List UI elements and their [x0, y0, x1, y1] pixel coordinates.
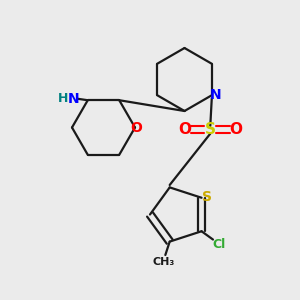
Text: CH₃: CH₃	[152, 257, 175, 267]
Text: S: S	[202, 190, 212, 204]
Text: N: N	[68, 92, 80, 106]
Text: Cl: Cl	[212, 238, 226, 251]
Text: O: O	[130, 121, 142, 134]
Text: O: O	[229, 122, 242, 137]
Text: H: H	[58, 92, 69, 105]
Text: N: N	[210, 88, 222, 102]
Text: S: S	[205, 122, 216, 137]
Text: O: O	[178, 122, 191, 137]
